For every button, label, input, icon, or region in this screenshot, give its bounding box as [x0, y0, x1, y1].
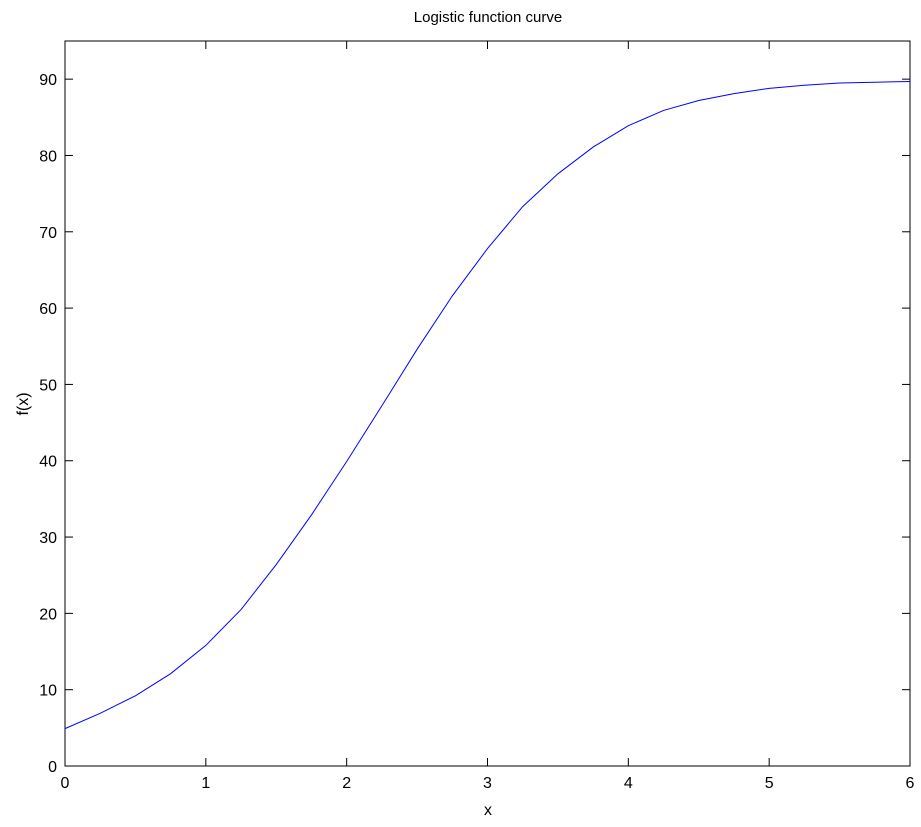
x-tick-label: 1 [201, 775, 210, 792]
y-tick-label: 50 [39, 377, 57, 394]
data-point [522, 206, 523, 207]
y-tick-label: 10 [39, 683, 57, 700]
data-point [381, 405, 382, 406]
y-tick-label: 20 [39, 606, 57, 623]
data-point [346, 461, 347, 462]
data-point [698, 100, 699, 101]
data-point [487, 248, 488, 249]
data-point [417, 349, 418, 350]
data-point [241, 609, 242, 610]
data-point [769, 88, 770, 89]
data-point [593, 147, 594, 148]
y-tick-label: 70 [39, 225, 57, 242]
data-point [276, 564, 277, 565]
data-point [311, 514, 312, 515]
x-tick-label: 5 [765, 775, 774, 792]
data-point [557, 173, 558, 174]
x-tick-label: 2 [342, 775, 351, 792]
y-axis-ticks: 0 10 20 30 40 50 60 70 80 90 [39, 72, 910, 776]
data-point [628, 125, 629, 126]
data-point [100, 713, 101, 714]
x-axis-label: x [484, 802, 492, 819]
data-point [804, 85, 805, 86]
y-tick-label: 60 [39, 301, 57, 318]
x-tick-label: 3 [483, 775, 492, 792]
series-line-0 [64, 80, 911, 730]
y-tick-label: 0 [48, 759, 57, 776]
series-group [64, 80, 911, 730]
data-point [839, 82, 840, 83]
data-point [135, 695, 136, 696]
y-tick-label: 90 [39, 72, 57, 89]
x-tick-label: 4 [624, 775, 633, 792]
data-point [733, 93, 734, 94]
x-tick-label: 6 [906, 775, 915, 792]
data-point [205, 645, 206, 646]
data-point [663, 110, 664, 111]
x-tick-label: 0 [61, 775, 70, 792]
y-tick-label: 80 [39, 148, 57, 165]
data-point [170, 673, 171, 674]
y-tick-label: 30 [39, 530, 57, 547]
data-point [65, 728, 66, 729]
y-tick-label: 40 [39, 454, 57, 471]
chart-title: Logistic function curve [414, 9, 562, 26]
data-point [910, 81, 911, 82]
y-axis-label: f(x) [15, 392, 32, 415]
x-axis-ticks: 0 1 2 3 4 5 6 [61, 41, 915, 792]
data-point [452, 295, 453, 296]
data-point [874, 82, 875, 83]
